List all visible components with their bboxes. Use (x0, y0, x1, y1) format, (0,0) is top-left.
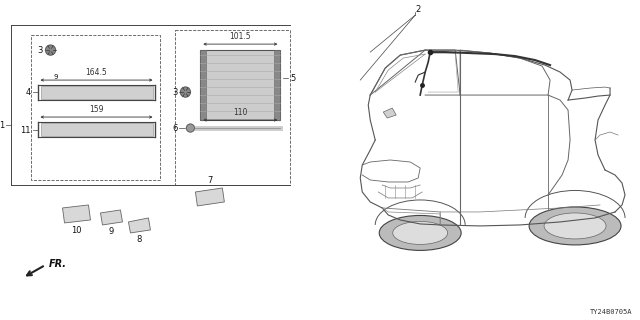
Text: 3: 3 (37, 45, 42, 55)
Bar (200, 50, 280, 120)
Ellipse shape (393, 221, 447, 244)
Text: 9: 9 (53, 74, 58, 80)
Text: 11: 11 (20, 125, 31, 134)
Polygon shape (195, 188, 225, 206)
Bar (40, 86, 154, 99)
Text: 7: 7 (208, 176, 213, 185)
Polygon shape (383, 108, 396, 118)
Circle shape (180, 87, 191, 97)
Bar (40, 123, 154, 136)
Text: 159: 159 (89, 105, 104, 114)
Bar (200, 50, 206, 120)
Ellipse shape (529, 207, 621, 245)
Polygon shape (129, 218, 150, 233)
Bar (175, 30, 291, 185)
Text: FR.: FR. (49, 259, 67, 269)
Text: 110: 110 (233, 108, 248, 117)
Text: 6: 6 (172, 124, 177, 132)
Text: 2: 2 (415, 5, 421, 14)
Text: TY24B0705A: TY24B0705A (589, 309, 632, 315)
Circle shape (186, 124, 195, 132)
Text: 5: 5 (291, 74, 296, 83)
Polygon shape (63, 205, 90, 223)
Circle shape (45, 45, 56, 55)
Bar (31, 35, 161, 180)
Polygon shape (100, 210, 122, 225)
Ellipse shape (380, 215, 461, 251)
Text: 9: 9 (109, 227, 114, 236)
Bar (275, 50, 280, 120)
Text: 8: 8 (137, 235, 142, 244)
Text: 3: 3 (172, 88, 177, 97)
Ellipse shape (544, 213, 606, 239)
Text: 164.5: 164.5 (86, 68, 108, 77)
Text: 4: 4 (26, 88, 31, 97)
Text: 101.5: 101.5 (230, 32, 251, 41)
Text: 1: 1 (0, 121, 4, 130)
Text: 10: 10 (71, 226, 82, 235)
